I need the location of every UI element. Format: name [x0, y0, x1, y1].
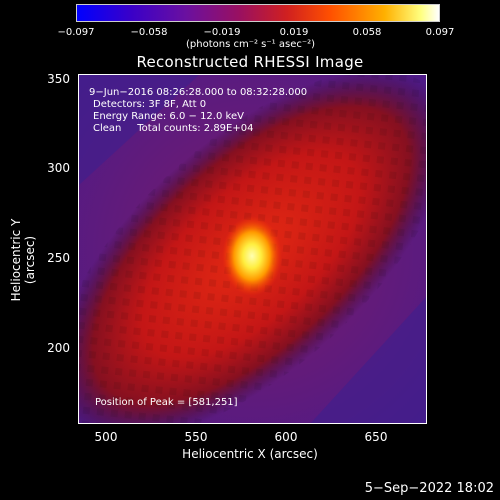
y-tick: 350	[47, 72, 70, 86]
clean-info: Clean Total counts: 2.89E+04	[93, 123, 254, 134]
emission-peak	[222, 216, 282, 296]
x-tick: 500	[94, 430, 118, 444]
hxr-image-canvas	[79, 75, 426, 423]
colorbar-tick: −0.019	[203, 27, 241, 38]
x-tick: 600	[274, 430, 298, 444]
y-axis-label: Heliocentric Y (arcsec)	[9, 218, 37, 302]
footer-date: 5−Sep−2022 18:02	[364, 481, 494, 496]
colorbar-tick: −0.058	[130, 27, 168, 38]
colorbar-tick: 0.097	[425, 27, 455, 38]
y-tick: 250	[47, 251, 70, 265]
y-tick: 300	[47, 161, 70, 175]
peak-position: Position of Peak = [581,251]	[95, 397, 238, 408]
colorbar-tick: −0.097	[57, 27, 95, 38]
colorbar-unit: (photons cm⁻² s⁻¹ asec⁻²)	[186, 39, 316, 50]
image-title: Reconstructed RHESSI Image	[136, 53, 364, 71]
energy-range: Energy Range: 6.0 − 12.0 keV	[93, 111, 244, 122]
detectors-info: Detectors: 3F 8F, Att 0	[93, 99, 207, 110]
obs-time: 9−Jun−2016 08:26:28.000 to 08:32:28.000	[89, 87, 308, 98]
image-corner-dark	[79, 75, 199, 185]
x-axis-label: Heliocentric X (arcsec)	[182, 447, 318, 461]
colorbar	[76, 4, 440, 22]
x-tick: 550	[184, 430, 208, 444]
colorbar-tick: 0.058	[352, 27, 382, 38]
colorbar-tick: 0.019	[279, 27, 309, 38]
hxr-image: 9−Jun−2016 08:26:28.000 to 08:32:28.000 …	[78, 74, 427, 424]
y-tick: 200	[47, 341, 70, 355]
x-tick: 650	[364, 430, 388, 444]
